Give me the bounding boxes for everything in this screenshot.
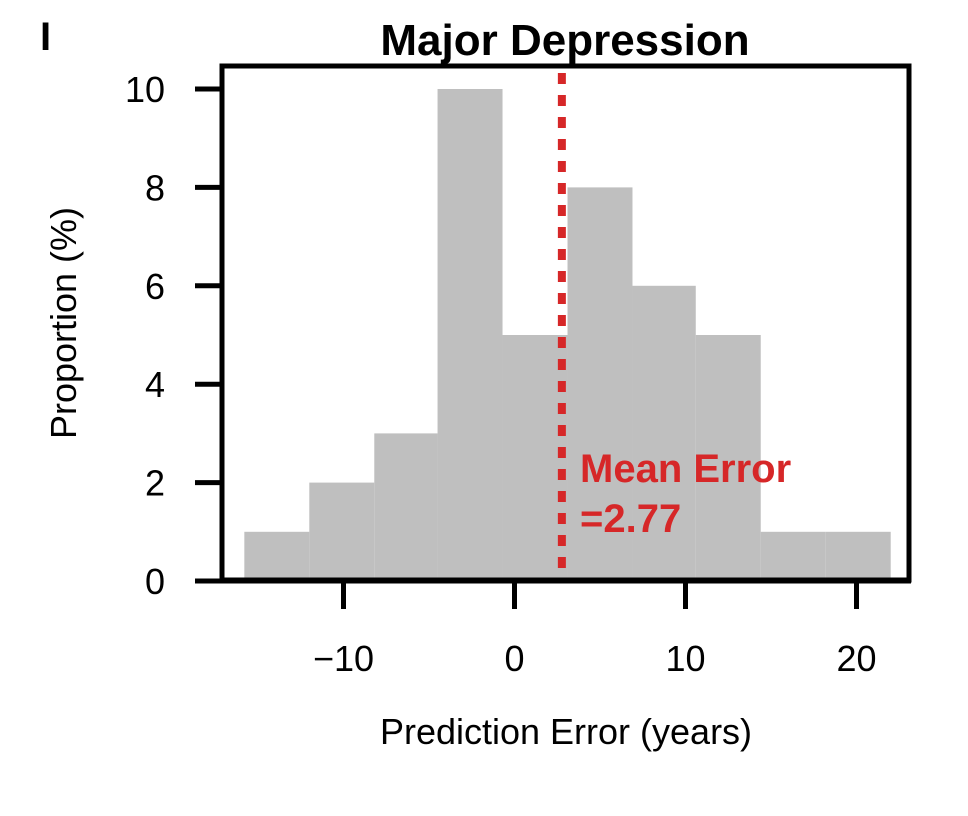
x-tick-label-4: 20 bbox=[836, 638, 876, 679]
histogram-bar-7 bbox=[632, 285, 696, 581]
chart-title: Major Depression bbox=[380, 16, 749, 65]
axes-layer: −10 0 10 20 0 2 4 6 8 10 bbox=[125, 63, 912, 679]
histogram-bar-6 bbox=[567, 187, 633, 581]
histogram-bar-9 bbox=[760, 531, 826, 581]
x-tick-label-3: 10 bbox=[665, 638, 705, 679]
panel-label: I bbox=[40, 15, 51, 59]
x-axis-label: Prediction Error (years) bbox=[380, 711, 752, 752]
y-tick-label-3: 4 bbox=[145, 364, 165, 405]
y-tick-label-4: 6 bbox=[145, 266, 165, 307]
y-tick-label-2: 2 bbox=[145, 463, 165, 504]
histogram-bar-1 bbox=[244, 531, 310, 581]
histogram-bar-8 bbox=[695, 335, 761, 581]
x-tick-label-1: −10 bbox=[313, 638, 374, 679]
y-axis-label: Proportion (%) bbox=[43, 207, 84, 439]
histogram-bar-10 bbox=[825, 531, 891, 581]
histogram-bar-4 bbox=[437, 89, 503, 581]
mean-error-label-line1: Mean Error bbox=[580, 447, 791, 491]
x-tick-label-2: 0 bbox=[504, 638, 524, 679]
histogram-bar-5 bbox=[502, 335, 568, 581]
mean-error-label-line2: =2.77 bbox=[580, 497, 681, 541]
y-tick-label-6: 10 bbox=[125, 69, 165, 110]
y-tick-label-1: 0 bbox=[145, 561, 165, 602]
histogram-bar-3 bbox=[374, 433, 438, 581]
y-tick-label-5: 8 bbox=[145, 167, 165, 208]
bars-layer bbox=[244, 89, 891, 581]
histogram-bar-2 bbox=[309, 482, 375, 581]
